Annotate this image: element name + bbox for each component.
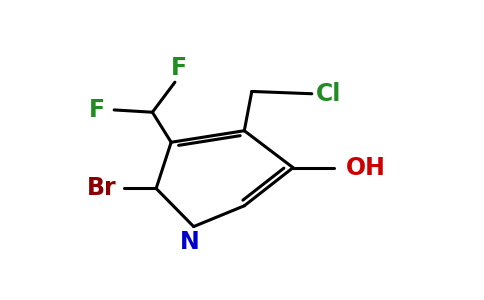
Text: Br: Br	[87, 176, 117, 200]
Text: N: N	[180, 230, 200, 254]
Text: F: F	[170, 56, 187, 80]
Text: Cl: Cl	[316, 82, 341, 106]
Text: OH: OH	[346, 156, 385, 180]
Text: F: F	[89, 98, 105, 122]
